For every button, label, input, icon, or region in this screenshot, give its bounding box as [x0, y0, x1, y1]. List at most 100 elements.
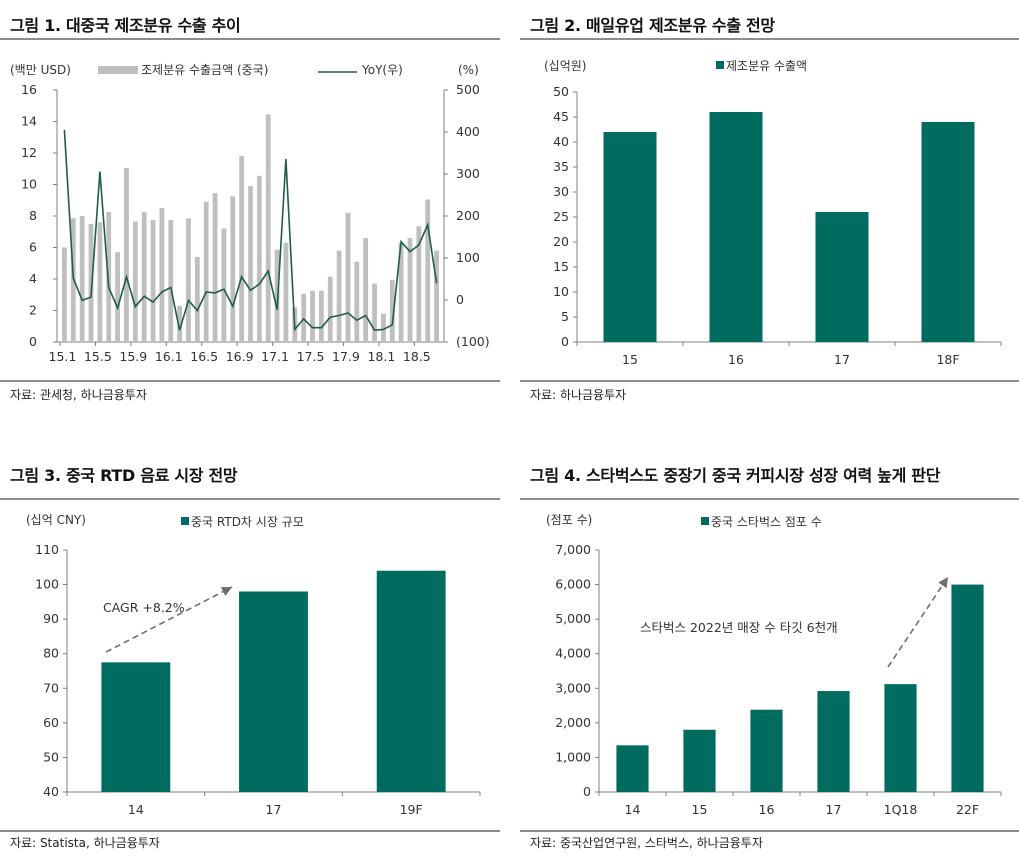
figure-3-panel: 그림 3. 중국 RTD 음료 시장 전망 (십억 CNY) 중국 RTD차 시… — [0, 450, 500, 859]
bar-month-9 — [141, 212, 147, 342]
bar-month-10 — [150, 219, 156, 342]
left-y-tick-label: 16 — [21, 82, 37, 97]
target-annotation: 스타벅스 2022년 매장 수 타깃 6천개 — [640, 620, 838, 635]
y-tick-label: 45 — [553, 109, 569, 124]
x-tick-label: 14 — [128, 802, 144, 817]
bar-month-40 — [416, 226, 422, 342]
y-tick-label: 100 — [35, 577, 59, 592]
x-tick-label: 15.5 — [84, 349, 112, 364]
legend-line-label: YoY(우) — [361, 63, 403, 77]
legend-bar-swatch — [98, 66, 138, 74]
right-y-tick-label: 300 — [456, 166, 480, 181]
left-y-tick-label: 6 — [29, 240, 37, 255]
bar-month-23 — [265, 114, 271, 342]
x-tick-label: 17.5 — [297, 349, 325, 364]
bar-month-6 — [115, 252, 120, 342]
figure-4-axis-unit: (점포 수) — [546, 513, 592, 527]
y-tick-label: 40 — [553, 134, 569, 149]
bar-month-21 — [248, 186, 253, 342]
legend-label: 제조분유 수출액 — [726, 59, 807, 73]
bar-month-28 — [310, 290, 315, 342]
y-tick-label: 2,000 — [555, 715, 591, 730]
figure-4-source: 자료: 중국산업연구원, 스타벅스, 하나금융투자 — [530, 836, 763, 850]
y-tick-label: 0 — [561, 334, 569, 349]
bar-month-17 — [212, 193, 218, 342]
left-y-tick-label: 14 — [21, 114, 37, 129]
bar-month-22 — [256, 175, 262, 342]
bar-month-30 — [327, 276, 333, 342]
figure-1-panel: 그림 1. 대중국 제조분유 수출 추이 (백만 USD) 조제분유 수출금액 … — [0, 0, 500, 420]
left-y-tick-label: 0 — [29, 334, 37, 349]
x-tick-label: 1Q18 — [884, 802, 918, 817]
bar-17 — [817, 691, 850, 792]
bar-month-32 — [345, 212, 351, 342]
figure-3-top-rule — [0, 498, 500, 500]
figure-3-bottom-rule — [0, 830, 500, 832]
y-tick-label: 70 — [43, 680, 59, 695]
x-tick-label: 22F — [956, 802, 979, 817]
left-y-tick-label: 8 — [29, 208, 37, 223]
x-tick-label: 16 — [728, 352, 744, 367]
figure-3-axis-unit: (십억 CNY) — [26, 513, 86, 527]
bar-19F — [376, 570, 446, 792]
figure-2-chart: (십억원) 제조분유 수출액 0 5 10 15 20 25 30 35 40 45 50 15 16 1… — [544, 59, 1002, 367]
bar-month-18 — [221, 228, 227, 342]
figure-4-panel: 그림 4. 스타벅스도 중장기 중국 커피시장 성장 여력 높게 판단 (점포 … — [520, 450, 1019, 859]
bar-22F — [951, 584, 984, 792]
bar-month-42 — [434, 250, 439, 342]
bar-month-41 — [425, 199, 431, 342]
target-arrow — [887, 576, 949, 668]
y-tick-label: 4,000 — [555, 646, 591, 661]
bar-month-29 — [318, 290, 324, 342]
y-tick-label: 5 — [561, 309, 569, 324]
y-tick-label: 110 — [35, 542, 59, 557]
x-tick-label: 17 — [834, 352, 850, 367]
x-tick-label: 17.9 — [332, 349, 360, 364]
bar-month-0 — [62, 247, 67, 342]
figure-4-title: 그림 4. 스타벅스도 중장기 중국 커피시장 성장 여력 높게 판단 — [530, 466, 941, 485]
bar-month-24 — [274, 249, 280, 342]
y-tick-label: 10 — [553, 284, 569, 299]
legend-label: 중국 스타벅스 점포 수 — [711, 515, 822, 529]
figure-1-chart: (백만 USD) 조제분유 수출금액 (중국) YoY(우) (%) 0 2 4 6 8… — [10, 63, 490, 364]
x-tick-label: 15.9 — [119, 349, 147, 364]
y-tick-label: 0 — [583, 784, 591, 799]
bar-14 — [616, 745, 649, 792]
bar-month-5 — [106, 212, 112, 342]
figure-1-source: 자료: 관세청, 하나금융투자 — [10, 388, 147, 402]
figure-2-axis-unit: (십억원) — [544, 59, 586, 73]
bar-month-3 — [88, 223, 94, 342]
figure-4-bottom-rule — [520, 830, 1019, 832]
cagr-arrow — [105, 586, 233, 653]
y-tick-label: 35 — [553, 159, 569, 174]
y-tick-label: 5,000 — [555, 611, 591, 626]
legend-bar-label: 조제분유 수출금액 (중국) — [141, 63, 268, 77]
y-tick-label: 25 — [553, 209, 569, 224]
y-tick-label: 1,000 — [555, 749, 591, 764]
x-tick-label: 14 — [625, 802, 641, 817]
x-tick-label: 17 — [266, 802, 282, 817]
figure-4-top-rule — [520, 498, 1019, 500]
right-y-tick-label: 100 — [456, 250, 480, 265]
x-tick-label: 18F — [936, 352, 959, 367]
legend-swatch — [181, 517, 189, 525]
figure-1-title: 그림 1. 대중국 제조분유 수출 추이 — [10, 16, 241, 35]
y-tick-label: 15 — [553, 259, 569, 274]
figure-2-source: 자료: 하나금융투자 — [530, 388, 627, 402]
yoy-line — [63, 129, 438, 332]
figure-2-top-rule — [520, 38, 1019, 40]
bar-16 — [750, 709, 783, 792]
x-tick-label: 17.1 — [261, 349, 289, 364]
x-tick-label: 17 — [826, 802, 842, 817]
legend-swatch — [701, 517, 709, 525]
bar-month-38 — [398, 242, 404, 342]
left-y-tick-label: 4 — [29, 271, 37, 286]
x-tick-label: 18.5 — [403, 349, 431, 364]
figure-1-bottom-rule — [0, 380, 500, 382]
bar-month-2 — [79, 216, 85, 342]
bar-month-31 — [336, 250, 342, 342]
left-y-tick-label: 2 — [29, 303, 37, 318]
bar-18F — [921, 122, 975, 342]
figure-3-title: 그림 3. 중국 RTD 음료 시장 전망 — [10, 466, 238, 485]
y-tick-label: 6,000 — [555, 577, 591, 592]
